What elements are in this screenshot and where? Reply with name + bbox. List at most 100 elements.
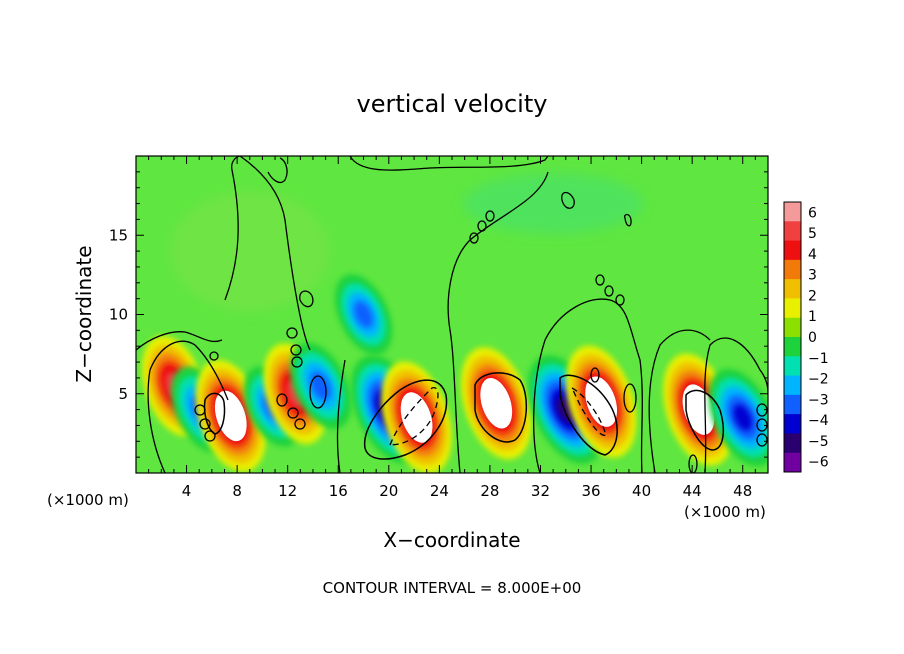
chart-title: vertical velocity bbox=[357, 90, 548, 118]
x-unit-right: (×1000 m) bbox=[684, 503, 766, 521]
zero-contour bbox=[704, 337, 768, 473]
colorbar: 6 5 4 3 2 1 0 −1 −2 −3 −4 −5 −6 bbox=[783, 201, 829, 473]
zero-contour bbox=[309, 375, 327, 409]
zero-contour bbox=[756, 433, 768, 447]
downdraft-cell bbox=[334, 274, 393, 355]
y-tick-label: 15 bbox=[109, 226, 128, 244]
x-tick-label: 44 bbox=[683, 482, 702, 500]
y-axis: 5 10 15 bbox=[109, 171, 768, 458]
zero-contour bbox=[276, 393, 288, 407]
x-tick-label: 24 bbox=[430, 482, 449, 500]
x-tick-label: 32 bbox=[531, 482, 550, 500]
colorbar-tick-label: 2 bbox=[808, 288, 817, 304]
colorbar-swatch bbox=[784, 221, 801, 242]
field-blob bbox=[463, 173, 644, 234]
field-core bbox=[682, 384, 715, 435]
x-tick-label: 36 bbox=[581, 482, 600, 500]
x-tick-label: 40 bbox=[632, 482, 651, 500]
extreme-contour bbox=[203, 392, 226, 435]
dashed-contour bbox=[389, 387, 439, 446]
colorbar-swatch bbox=[784, 298, 801, 319]
zero-contour bbox=[623, 383, 637, 413]
zero-contour bbox=[299, 290, 314, 308]
zero-contour bbox=[615, 294, 625, 306]
field-band bbox=[733, 404, 753, 431]
x-tick-label: 20 bbox=[379, 482, 398, 500]
zero-contour bbox=[136, 331, 223, 351]
y-tick-label: 5 bbox=[118, 385, 128, 403]
x-tick-label: 4 bbox=[182, 482, 192, 500]
colorbar-tick-label: 0 bbox=[808, 330, 817, 346]
colorbar-swatch bbox=[784, 202, 801, 222]
zero-contour bbox=[291, 356, 303, 368]
colorbar-tick-label: −2 bbox=[808, 372, 829, 388]
zero-contour bbox=[624, 213, 632, 227]
contour-interval-note: CONTOUR INTERVAL = 8.000E+00 bbox=[323, 579, 582, 597]
extreme-contour bbox=[559, 374, 618, 456]
zero-contour bbox=[267, 157, 288, 184]
zero-contour bbox=[224, 156, 241, 301]
x-axis-label: X−coordinate bbox=[383, 528, 520, 552]
colorbar-swatch bbox=[784, 394, 801, 415]
zero-contour bbox=[239, 156, 311, 351]
zero-contour bbox=[209, 351, 219, 361]
x-unit-left: (×1000 m) bbox=[47, 491, 129, 509]
dashed-contour bbox=[570, 386, 607, 436]
colorbar-tick-label: 1 bbox=[808, 309, 817, 325]
field-core bbox=[585, 376, 618, 427]
field-core bbox=[214, 390, 247, 442]
zero-contour bbox=[287, 407, 299, 419]
field-core bbox=[400, 392, 433, 443]
colorbar-tick-label: −6 bbox=[808, 455, 829, 471]
colorbar-tick-label: 5 bbox=[808, 226, 817, 242]
field-band bbox=[353, 301, 374, 328]
zero-contour bbox=[688, 454, 698, 473]
colorbar-swatch bbox=[784, 375, 801, 396]
zero-contour bbox=[533, 298, 643, 473]
colorbar-swatch bbox=[784, 414, 801, 434]
zero-contour bbox=[590, 367, 600, 383]
zero-contour bbox=[648, 329, 711, 473]
updraft-cell bbox=[381, 361, 452, 473]
zero-contour bbox=[604, 285, 614, 297]
zero-contour bbox=[447, 171, 549, 473]
x-axis: 4 8 12 16 20 24 28 32 36 40 44 48 bbox=[148, 156, 756, 500]
y-axis-label: Z−coordinate bbox=[72, 245, 96, 382]
extreme-contour bbox=[364, 379, 448, 460]
x-tick-label: 48 bbox=[733, 482, 752, 500]
zero-contour bbox=[469, 232, 479, 244]
colorbar-swatch bbox=[784, 317, 801, 338]
zero-contour bbox=[595, 274, 605, 286]
field-layer bbox=[141, 173, 768, 473]
colorbar-swatch bbox=[784, 259, 801, 280]
zero-contour bbox=[294, 418, 306, 430]
zero-contours bbox=[136, 156, 768, 473]
colorbar-tick-label: −3 bbox=[808, 392, 829, 408]
colorbar-tick-label: −4 bbox=[808, 413, 829, 429]
updraft-cell bbox=[460, 347, 532, 460]
colorbar-tick-label: 6 bbox=[808, 205, 817, 221]
zero-contour bbox=[199, 418, 211, 430]
colorbar-swatch bbox=[784, 279, 801, 299]
zero-contour bbox=[477, 220, 487, 232]
field-core bbox=[480, 378, 513, 429]
extreme-contour bbox=[474, 372, 528, 443]
x-tick-label: 16 bbox=[329, 482, 348, 500]
zero-contour bbox=[349, 156, 549, 171]
colorbar-swatch bbox=[784, 240, 801, 261]
x-tick-label: 12 bbox=[278, 482, 297, 500]
extreme-contour bbox=[685, 389, 725, 451]
x-tick-label: 8 bbox=[232, 482, 242, 500]
colorbar-tick-label: −1 bbox=[808, 351, 829, 367]
field-blob bbox=[169, 191, 330, 312]
zero-contour bbox=[561, 191, 575, 209]
zero-contour bbox=[286, 327, 298, 339]
updraft-cell bbox=[195, 359, 267, 472]
x-tick-label: 28 bbox=[480, 482, 499, 500]
colorbar-tick-label: −5 bbox=[808, 434, 829, 450]
colorbar-tick-label: 4 bbox=[808, 247, 817, 263]
downdraft-cell bbox=[708, 368, 768, 467]
zero-contour bbox=[147, 340, 229, 473]
